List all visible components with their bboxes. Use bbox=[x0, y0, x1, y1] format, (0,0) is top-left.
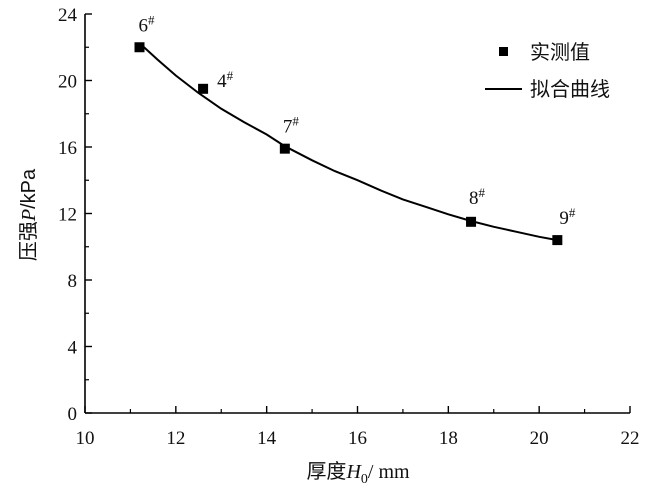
y-tick-label: 16 bbox=[58, 138, 77, 159]
point-label-4: 4# bbox=[217, 68, 234, 92]
legend-label-measured: 实测值 bbox=[530, 40, 590, 64]
x-tick-label: 12 bbox=[166, 428, 185, 449]
y-tick-label: 0 bbox=[68, 404, 78, 425]
plot-area: 10 12 14 16 18 20 22 0 4 8 12 16 20 24 6# 4# 7# 8# 9# bbox=[58, 5, 640, 449]
y-tick-label: 12 bbox=[58, 205, 77, 226]
x-tick-label: 16 bbox=[348, 428, 367, 449]
point-label-8: 8# bbox=[469, 185, 486, 209]
legend: 实测值 拟合曲线 bbox=[485, 40, 610, 101]
x-tick-label: 22 bbox=[621, 428, 640, 449]
fit-curve-line bbox=[138, 42, 558, 242]
axes bbox=[84, 14, 630, 414]
point-label-9: 9# bbox=[559, 205, 576, 229]
x-tick-label: 18 bbox=[439, 428, 458, 449]
legend-label-fit: 拟合曲线 bbox=[530, 77, 610, 101]
x-axis-title: 厚度H0/ mm bbox=[306, 459, 410, 487]
data-point-6 bbox=[134, 42, 145, 53]
point-labels: 6# 4# 7# 8# 9# bbox=[139, 12, 576, 229]
x-tick-label: 14 bbox=[257, 428, 277, 449]
y-tick-label: 24 bbox=[58, 5, 78, 26]
y-tick-label: 20 bbox=[58, 72, 77, 93]
x-tick-label: 10 bbox=[76, 428, 95, 449]
data-point-9 bbox=[552, 235, 563, 246]
ticks bbox=[84, 13, 631, 414]
y-axis-title: 压强P/kPa bbox=[16, 168, 40, 261]
data-point-7 bbox=[279, 143, 290, 154]
y-tick-label: 8 bbox=[68, 271, 78, 292]
data-point-8 bbox=[466, 216, 477, 227]
point-label-6: 6# bbox=[139, 12, 156, 36]
legend-marker-square bbox=[499, 47, 508, 56]
measured-points bbox=[134, 42, 563, 246]
y-tick-label: 4 bbox=[68, 338, 78, 359]
data-point-4 bbox=[198, 83, 209, 94]
x-tick-label: 20 bbox=[530, 428, 549, 449]
tick-labels: 10 12 14 16 18 20 22 0 4 8 12 16 20 24 bbox=[58, 5, 640, 449]
point-label-7: 7# bbox=[283, 114, 300, 138]
